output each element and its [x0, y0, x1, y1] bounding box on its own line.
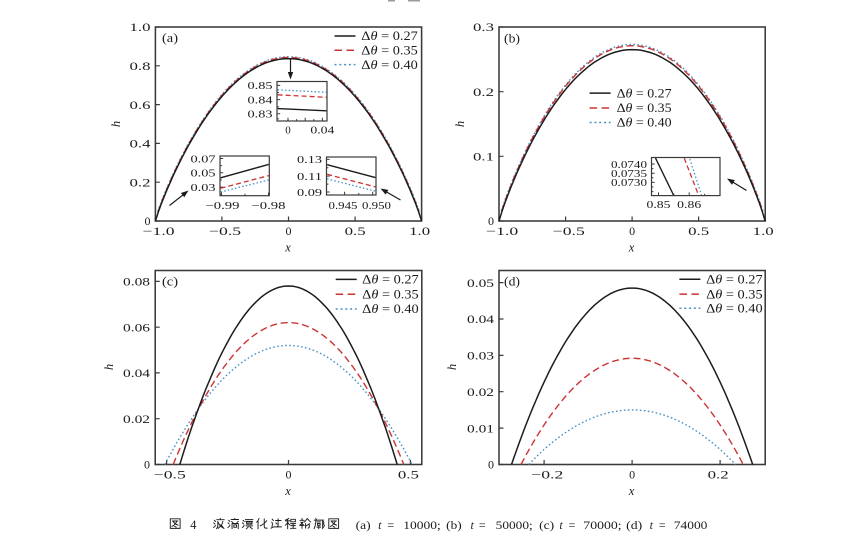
svg-text:Δθ = 0.35: Δθ = 0.35	[361, 43, 418, 57]
svg-text:(c): (c)	[539, 518, 554, 532]
svg-text:Δθ = 0.35: Δθ = 0.35	[706, 287, 763, 301]
svg-text:Δθ = 0.40: Δθ = 0.40	[617, 116, 672, 130]
svg-text:0.950: 0.950	[362, 200, 392, 212]
svg-text:−0.5: −0.5	[553, 224, 585, 238]
svg-text:(b): (b)	[504, 32, 520, 46]
svg-text:0.3: 0.3	[473, 20, 494, 34]
svg-text:(a): (a)	[356, 518, 371, 532]
svg-text:0.0740: 0.0740	[611, 159, 648, 171]
svg-text:=: =	[659, 518, 666, 532]
svg-text:(a): (a)	[162, 31, 178, 45]
svg-text:0.0735: 0.0735	[611, 168, 648, 180]
svg-text:h: h	[445, 364, 459, 370]
svg-text:0: 0	[629, 224, 635, 238]
svg-text:0.5: 0.5	[398, 468, 419, 482]
svg-text:0: 0	[488, 458, 494, 472]
svg-text:0.11: 0.11	[297, 171, 322, 183]
svg-text:0.01: 0.01	[467, 421, 494, 435]
svg-text:x: x	[284, 484, 291, 498]
svg-text:0.07: 0.07	[191, 153, 217, 165]
svg-text:h: h	[453, 121, 467, 127]
svg-text:10000;: 10000;	[403, 518, 441, 532]
svg-text:0.2: 0.2	[130, 175, 151, 189]
svg-text:=: =	[569, 518, 576, 532]
svg-text:4: 4	[190, 518, 196, 532]
svg-text:1.0: 1.0	[409, 224, 430, 238]
svg-text:0: 0	[144, 458, 150, 472]
svg-text:0: 0	[285, 125, 291, 137]
svg-text:0.5: 0.5	[688, 224, 709, 238]
svg-text:0.04: 0.04	[123, 366, 150, 380]
svg-text:0: 0	[286, 224, 292, 238]
svg-text:0.05: 0.05	[467, 276, 494, 290]
svg-text:0.08: 0.08	[123, 275, 150, 289]
svg-text:0: 0	[488, 214, 494, 228]
svg-text:Δθ = 0.35: Δθ = 0.35	[362, 288, 419, 302]
svg-text:h: h	[109, 121, 123, 127]
svg-text:(b): (b)	[446, 518, 462, 532]
svg-text:=: =	[479, 518, 486, 532]
svg-text:0.0730: 0.0730	[611, 177, 648, 189]
svg-text:1.0: 1.0	[130, 20, 151, 34]
svg-text:t: t	[378, 518, 382, 532]
svg-text:0.02: 0.02	[123, 412, 150, 426]
svg-text:0.5: 0.5	[345, 224, 366, 238]
svg-text:74000: 74000	[674, 518, 708, 532]
svg-text:0.85: 0.85	[248, 80, 274, 92]
svg-text:(d): (d)	[504, 275, 520, 289]
svg-text:0.04: 0.04	[310, 125, 335, 137]
svg-text:0.2: 0.2	[473, 85, 494, 99]
svg-text:−0.2: −0.2	[531, 468, 563, 482]
svg-text:−0.5: −0.5	[154, 468, 186, 482]
svg-text:0.03: 0.03	[191, 182, 217, 194]
svg-text:x: x	[628, 484, 635, 498]
svg-text:0.04: 0.04	[467, 312, 494, 326]
svg-text:−0.98: −0.98	[252, 200, 287, 212]
svg-text:x: x	[628, 241, 635, 255]
svg-text:0.85: 0.85	[647, 199, 672, 211]
svg-text:−1.0: −1.0	[486, 224, 518, 238]
svg-text:−0.99: −0.99	[206, 200, 241, 212]
svg-text:0.84: 0.84	[248, 94, 274, 106]
svg-text:0.02: 0.02	[467, 385, 494, 399]
svg-text:0.83: 0.83	[248, 109, 274, 121]
svg-text:0: 0	[629, 468, 635, 482]
svg-text:t: t	[471, 518, 475, 532]
svg-text:Δθ = 0.27: Δθ = 0.27	[362, 273, 419, 287]
svg-text:−1.0: −1.0	[143, 224, 175, 238]
svg-text:t: t	[559, 518, 563, 532]
svg-text:0.05: 0.05	[191, 168, 217, 180]
svg-text:h: h	[102, 364, 116, 370]
svg-text:0.945: 0.945	[329, 200, 359, 212]
svg-text:0.4: 0.4	[130, 137, 151, 151]
svg-text:0.86: 0.86	[677, 199, 702, 211]
svg-text:0: 0	[145, 214, 151, 228]
svg-text:50000;: 50000;	[496, 518, 533, 532]
svg-text:Δθ = 0.40: Δθ = 0.40	[362, 302, 419, 316]
svg-text:(c): (c)	[162, 275, 178, 289]
svg-text:Δθ = 0.27: Δθ = 0.27	[361, 29, 418, 43]
svg-text:0.13: 0.13	[297, 154, 323, 166]
svg-text:0: 0	[286, 468, 292, 482]
svg-text:Δθ = 0.35: Δθ = 0.35	[617, 101, 672, 115]
svg-text:(d): (d)	[626, 518, 642, 532]
svg-text:1.0: 1.0	[753, 224, 774, 238]
svg-text:−0.5: −0.5	[209, 224, 241, 238]
svg-text:0.1: 0.1	[473, 150, 494, 164]
svg-text:Δθ = 0.40: Δθ = 0.40	[361, 58, 418, 72]
svg-text:0.6: 0.6	[130, 98, 151, 112]
svg-text:0.8: 0.8	[130, 59, 151, 73]
svg-text:0.06: 0.06	[123, 320, 150, 334]
svg-text:Δθ = 0.40: Δθ = 0.40	[706, 302, 763, 316]
svg-text:Δθ = 0.27: Δθ = 0.27	[706, 272, 763, 286]
svg-text:0.03: 0.03	[467, 349, 494, 363]
svg-text:0.09: 0.09	[297, 187, 323, 199]
svg-text:Δθ = 0.27: Δθ = 0.27	[617, 86, 672, 100]
svg-text:0.2: 0.2	[708, 468, 729, 482]
svg-text:70000;: 70000;	[583, 518, 621, 532]
svg-text:t: t	[650, 518, 654, 532]
svg-text:=: =	[387, 518, 394, 532]
svg-text:x: x	[284, 241, 291, 255]
